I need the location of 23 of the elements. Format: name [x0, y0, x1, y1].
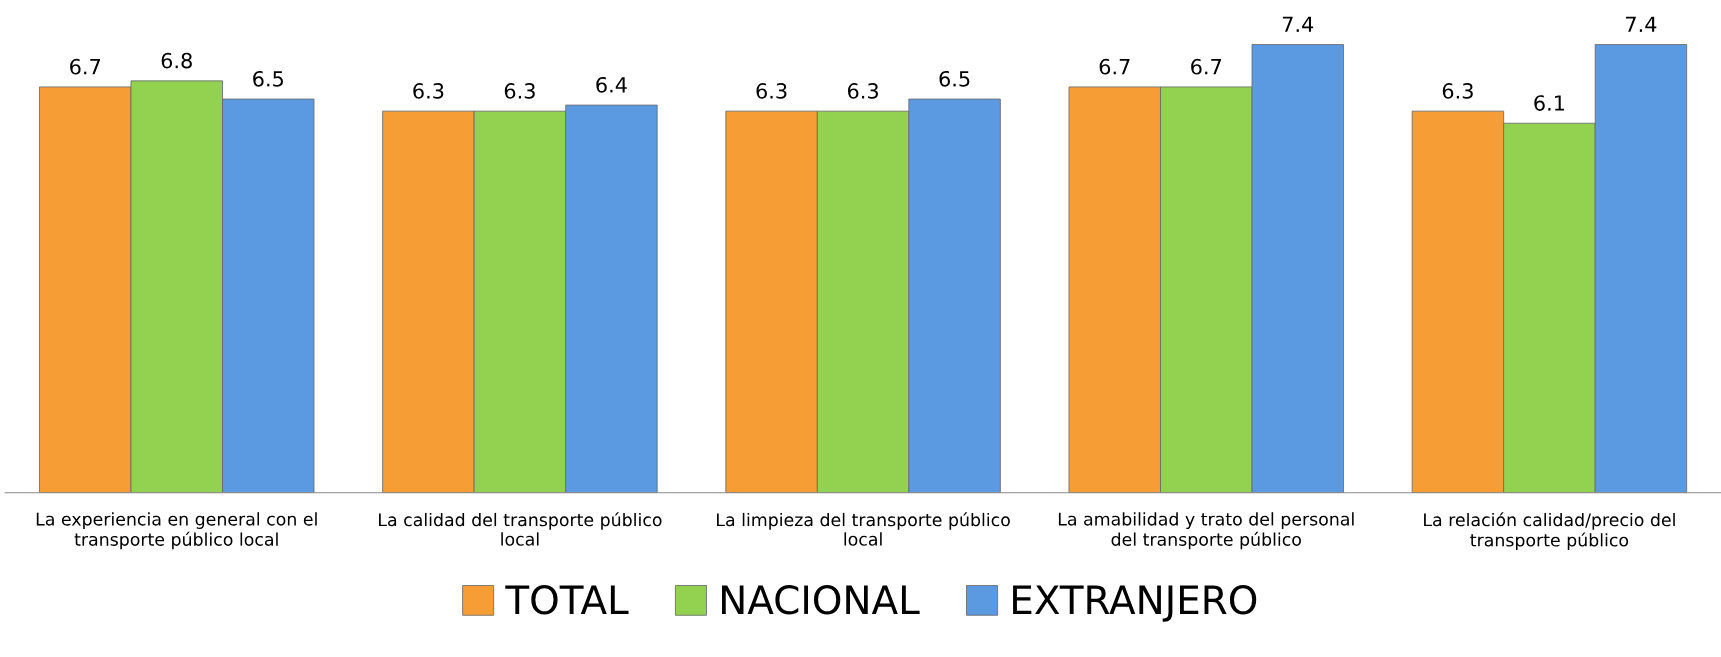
legend-label: TOTAL — [505, 585, 629, 615]
data-label: 6.8 — [161, 52, 192, 69]
legend-label: EXTRANJERO — [1013, 585, 1257, 622]
data-label: 7.4 — [1626, 16, 1657, 32]
data-label: 6.3 — [413, 83, 444, 99]
data-label: 6.3 — [504, 83, 535, 99]
data-label: 6.3 — [1442, 83, 1473, 99]
data-label: 6.1 — [1534, 95, 1565, 111]
x-tick-label: La relación calidad/precio del transporte público — [1424, 512, 1675, 550]
data-label: 6.3 — [756, 83, 787, 99]
x-tick-label: La limpieza del transporte público local — [717, 512, 1010, 546]
data-label: 7.4 — [1282, 16, 1314, 32]
legend-label: NACIONAL — [722, 585, 920, 615]
data-label: 6.7 — [1191, 58, 1222, 75]
data-label: 6.4 — [596, 76, 627, 93]
data-label: 6.7 — [1099, 58, 1130, 75]
x-tick-label: La experiencia en general con el transporte público local — [36, 512, 317, 550]
x-tick-label: La amabilidad y trato del personal del transporte público — [1058, 512, 1354, 550]
data-label: 6.3 — [847, 83, 878, 99]
data-label: 6.5 — [253, 70, 283, 87]
data-label: 6.7 — [70, 58, 101, 75]
x-tick-label: La calidad del transporte público local — [379, 512, 662, 546]
data-label: 6.5 — [939, 70, 970, 87]
